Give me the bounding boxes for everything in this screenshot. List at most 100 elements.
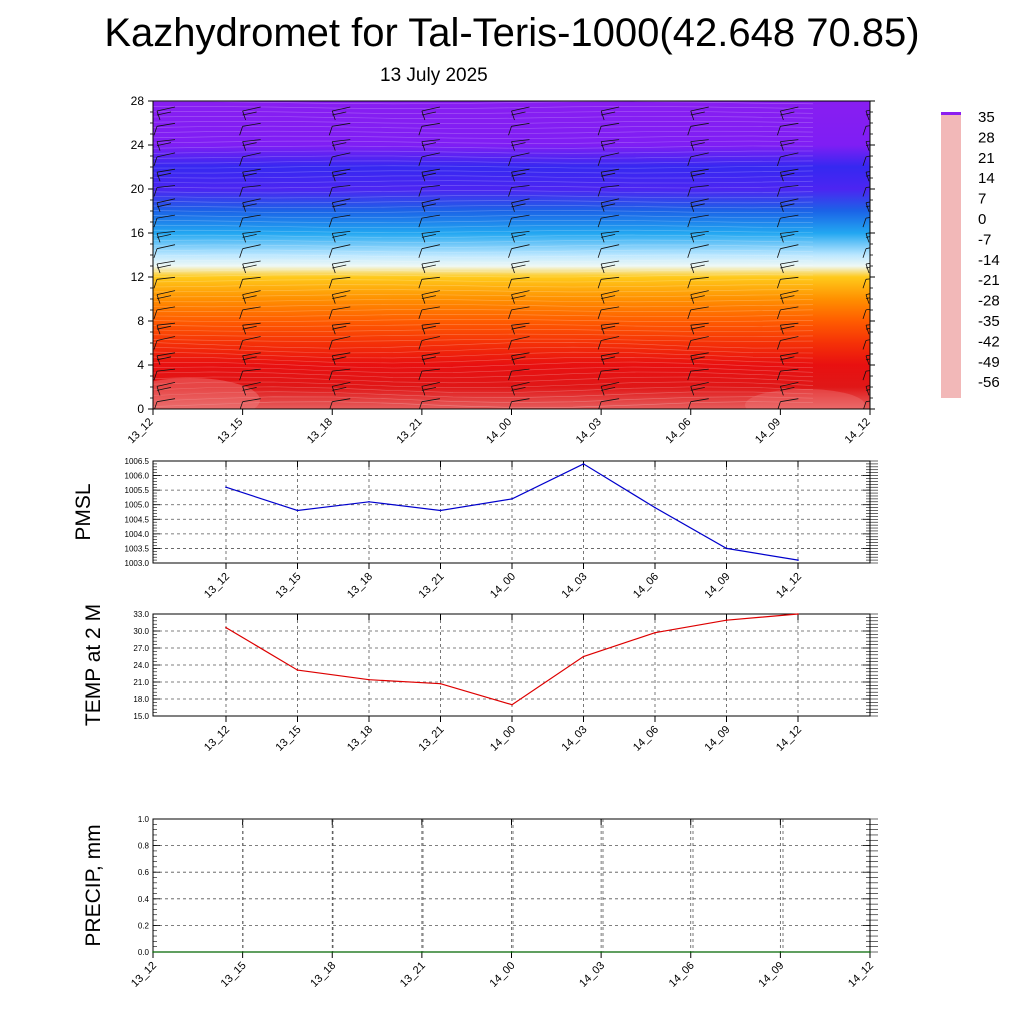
wind-barb-shaft (153, 370, 158, 381)
wind-barb-flag (780, 295, 795, 299)
contour-line (153, 205, 814, 209)
wind-barb-flag (242, 306, 261, 311)
wind-barb-flag (865, 144, 870, 146)
x-tick-label: 13_21 (398, 960, 428, 990)
wind-barb-flag (780, 387, 795, 391)
wind-barb-shaft (862, 309, 867, 320)
wind-barb-shaft (776, 217, 781, 228)
wind-barb-flag (421, 231, 440, 234)
wind-barb-shaft (600, 386, 605, 396)
wind-barb-shaft (156, 294, 161, 304)
wind-barb-shaft (153, 187, 158, 197)
wind-barb-flag (421, 203, 436, 208)
wind-barb-shaft (600, 233, 605, 243)
wind-barb-shaft (239, 279, 244, 289)
colorbar-label: -21 (978, 272, 1000, 289)
wind-barb-shaft (508, 401, 512, 409)
contour-line (153, 170, 814, 174)
wind-barb-flag (865, 324, 870, 326)
x-tick-label: 14_00 (484, 416, 514, 446)
wind-barb-shaft (242, 294, 247, 304)
wind-barb-flag (601, 122, 620, 127)
wind-barb-flag (865, 155, 870, 158)
wind-barb-flag (690, 290, 709, 295)
x-tick-label: 13_21 (394, 416, 424, 446)
wind-barb-shaft (687, 279, 692, 289)
wind-barb-shaft (863, 401, 867, 409)
wind-barb-shaft (690, 172, 695, 182)
wind-barb-shaft (242, 263, 247, 274)
wind-barb-shaft (156, 172, 161, 182)
wind-barb-flag (242, 322, 261, 326)
wind-barb-flag (601, 111, 616, 116)
y-tick-label: 21.0 (133, 678, 149, 687)
x-tick-label: 14_06 (667, 960, 697, 990)
wind-barb-shaft (508, 126, 512, 136)
wind-barb-shaft (690, 202, 695, 212)
wind-barb-shaft (600, 110, 605, 121)
wind-barb-shaft (862, 248, 867, 258)
wind-barb-shaft (690, 325, 695, 335)
wind-barb-flag (865, 232, 870, 234)
wind-barb-shaft (421, 110, 426, 121)
wind-barb-shaft (597, 340, 602, 350)
wind-barb-flag (511, 306, 530, 311)
wind-barb-flag (865, 140, 870, 142)
wind-barb-flag (780, 290, 799, 295)
wind-barb-shaft (508, 248, 512, 258)
wind-barb-shaft (862, 370, 867, 381)
wind-barb-shaft (600, 294, 605, 304)
wind-barb-flag (332, 152, 351, 158)
wind-barb-flag (421, 387, 436, 391)
wind-barb-shaft (779, 141, 784, 151)
contour-line (153, 111, 814, 115)
wind-barb-flag (156, 290, 176, 295)
contour-line (153, 366, 814, 374)
wind-barb-flag (156, 356, 172, 361)
wind-barb-shaft (418, 248, 423, 258)
wind-barb-flag (865, 205, 870, 208)
wind-barb-flag (690, 260, 709, 265)
wind-barb-shaft (511, 386, 515, 396)
wind-barb-flag (601, 172, 616, 177)
wind-barb-flag (511, 203, 526, 208)
wind-barb-flag (865, 125, 870, 127)
x-tick-label: 13_12 (126, 416, 156, 446)
wind-barb-flag (421, 398, 440, 403)
contour-line (153, 396, 814, 403)
x-tick-label: 14_12 (846, 960, 876, 990)
wind-barb-flag (156, 106, 176, 112)
wind-barb-shaft (153, 156, 158, 167)
contour-line (153, 155, 814, 159)
wind-barb-flag (156, 368, 176, 372)
wind-barb-shaft (239, 217, 244, 228)
wind-barb-flag (780, 306, 799, 311)
wind-barb-flag (242, 295, 257, 299)
wind-barb-flag (511, 142, 526, 146)
x-tick-label: 14_03 (560, 724, 590, 754)
wind-barb-shaft (597, 248, 602, 258)
wind-barb-shaft (418, 126, 423, 136)
y-axis-label: TEMP at 2 M (82, 604, 105, 726)
wind-barb-shaft (865, 294, 870, 304)
wind-barb-flag (511, 214, 530, 219)
wind-barb-flag (156, 306, 176, 311)
precip-panel: 0.0 0.2 0.4 0.6 0.8 1.0 13_12 13_15 13_18 13_21 14… (82, 815, 878, 990)
contour-line (153, 259, 814, 263)
wind-barb-flag (242, 368, 261, 372)
wind-barb-shaft (418, 156, 423, 167)
wind-barb-shaft (597, 156, 602, 167)
contour-line (153, 101, 814, 105)
colorbar-gradient (941, 112, 961, 398)
wind-barb-shaft (331, 202, 336, 212)
contour-line (153, 376, 814, 384)
wind-barb-flag (865, 327, 870, 330)
contour-line (153, 214, 813, 219)
wind-barb-flag (156, 231, 176, 234)
contour-line (153, 165, 814, 169)
y-tick-label: 0.8 (138, 842, 150, 851)
wind-barb-flag (690, 356, 705, 361)
wind-barb-shaft (239, 370, 244, 381)
wind-barb-flag (690, 231, 709, 234)
wind-barb-flag (242, 168, 261, 173)
